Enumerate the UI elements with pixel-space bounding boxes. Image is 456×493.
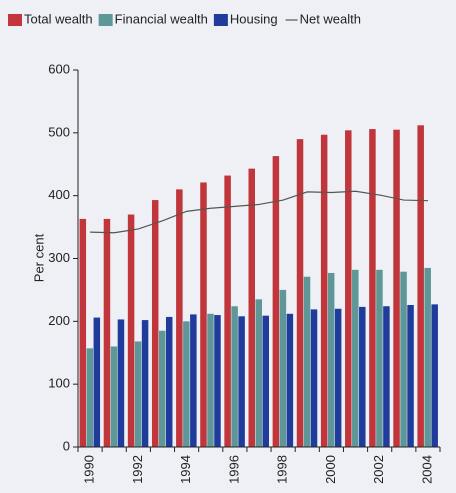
y-tick-label: 400 — [48, 187, 70, 202]
x-tick-label: 1994 — [178, 455, 193, 484]
bar — [86, 348, 94, 447]
x-tick-label: 1996 — [226, 455, 241, 484]
bar — [345, 130, 352, 447]
bar — [231, 306, 238, 447]
bar — [200, 182, 207, 447]
bar — [255, 299, 262, 447]
bar — [359, 306, 366, 447]
bar — [424, 267, 431, 447]
bar — [296, 139, 304, 447]
bar — [376, 269, 383, 447]
legend-swatch — [98, 14, 113, 26]
bar — [286, 313, 294, 447]
bar — [310, 309, 318, 447]
bar — [127, 214, 135, 447]
bar — [400, 271, 407, 447]
bar — [279, 289, 287, 447]
bar — [334, 308, 342, 447]
y-tick-label: 200 — [48, 313, 70, 328]
bar — [248, 168, 255, 448]
bar — [134, 341, 142, 447]
x-tick-label: 2004 — [419, 455, 434, 484]
legend-swatch — [213, 14, 228, 26]
bar — [183, 321, 190, 447]
y-tick-label: 0 — [63, 438, 70, 453]
y-tick-label: 500 — [48, 124, 70, 139]
y-tick-label: 300 — [48, 250, 70, 265]
y-tick-label: 100 — [48, 376, 70, 391]
bar — [417, 125, 424, 447]
bar — [117, 319, 125, 447]
legend-label: Financial wealth — [115, 11, 208, 26]
legend-label: Net wealth — [300, 11, 361, 26]
legend-swatch — [8, 14, 22, 26]
bar — [303, 276, 311, 447]
bar — [165, 316, 173, 447]
bar — [320, 134, 328, 448]
bar — [327, 272, 335, 447]
x-tick-label: 1992 — [130, 455, 145, 484]
y-axis-label: Per cent — [31, 233, 46, 282]
bar — [393, 129, 400, 448]
legend-label: Total wealth — [24, 11, 93, 26]
bar — [176, 189, 183, 447]
bar — [158, 330, 166, 447]
bar — [79, 218, 87, 447]
y-tick-label: 600 — [48, 61, 70, 76]
bar — [151, 200, 159, 447]
x-tick-label: 1998 — [275, 455, 290, 484]
bar — [431, 304, 438, 447]
bar — [214, 315, 221, 447]
legend-label: Housing — [230, 11, 278, 26]
bar — [383, 306, 390, 447]
bar — [110, 346, 118, 447]
bar — [352, 269, 359, 447]
bar — [224, 175, 231, 447]
bar — [93, 317, 101, 447]
bar — [207, 313, 214, 447]
bar — [407, 304, 414, 447]
x-tick-label: 2000 — [323, 455, 338, 484]
x-tick-label: 1990 — [82, 455, 97, 484]
bar — [103, 218, 111, 447]
bar — [190, 314, 197, 447]
bar — [238, 316, 245, 447]
line — [90, 190, 428, 234]
bar — [272, 156, 280, 447]
bar — [141, 320, 149, 447]
bar — [369, 129, 376, 447]
bar — [262, 315, 269, 447]
x-tick-label: 2002 — [371, 455, 386, 484]
